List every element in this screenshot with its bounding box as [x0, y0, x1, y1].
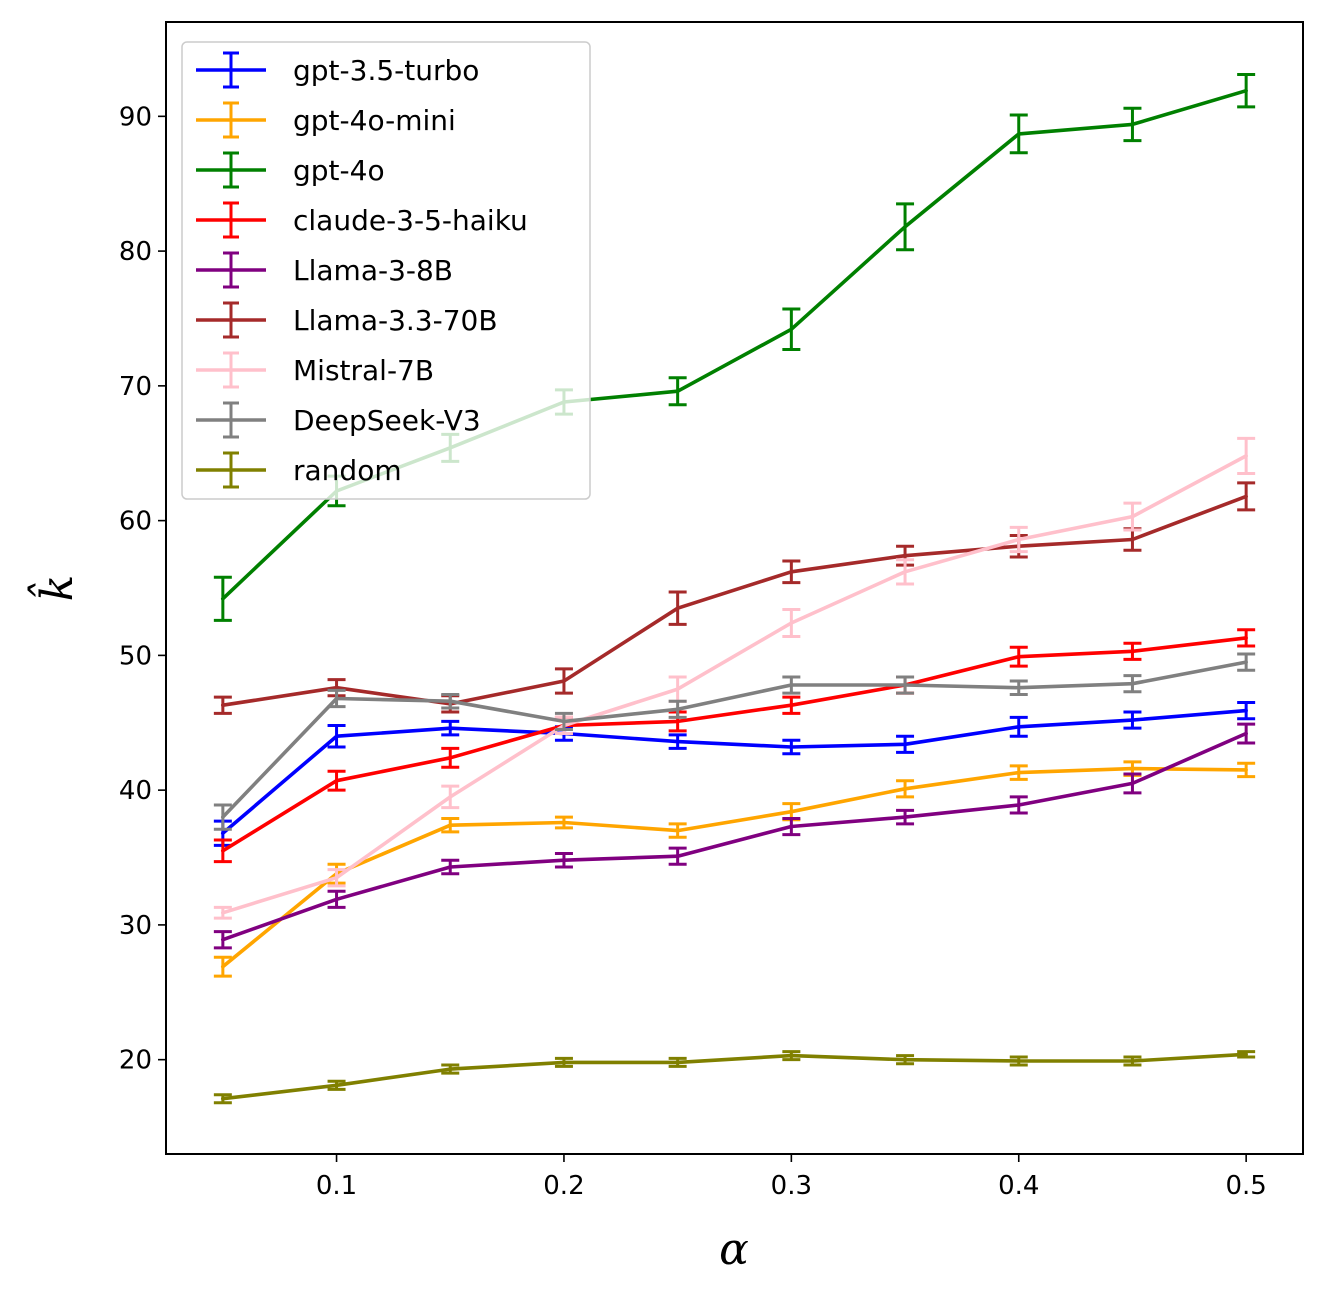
legend-item: DeepSeek-V3	[196, 401, 481, 439]
series-line	[221, 731, 1248, 942]
y-tick-label: 50	[119, 641, 152, 671]
y-axis: 20 30 40 50 60 70 80 90	[119, 102, 166, 1076]
series-DeepSeek-V3	[213, 652, 1256, 831]
y-tick-label: 60	[119, 507, 152, 537]
x-axis: 0.1 0.2 0.3 0.4 0.5	[316, 1154, 1267, 1201]
series-line	[221, 494, 1248, 708]
x-tick-label: 0.2	[543, 1171, 584, 1201]
series-line	[221, 636, 1248, 853]
legend-item: Llama-3.3-70B	[196, 301, 498, 339]
x-tick-label: 0.3	[771, 1171, 812, 1201]
x-tick-label: 0.4	[998, 1171, 1039, 1201]
legend-label: gpt-4o-mini	[293, 104, 456, 137]
legend-label: gpt-3.5-turbo	[293, 54, 479, 87]
legend-item: gpt-3.5-turbo	[196, 51, 479, 89]
legend: gpt-3.5-turbo gpt-4o-mini gpt-4o claude-3-5…	[181, 41, 591, 500]
series-gpt-3.5-turbo	[213, 701, 1256, 847]
plot-frame	[165, 21, 1304, 1155]
legend-label: Llama-3-8B	[293, 254, 453, 287]
x-axis-label: α	[719, 1224, 749, 1275]
legend-item: random	[196, 451, 402, 489]
legend-item: Mistral-7B	[196, 351, 434, 389]
legend-label: random	[293, 454, 402, 487]
legend-item: Llama-3-8B	[196, 251, 453, 289]
legend-label: claude-3-5-haiku	[293, 204, 528, 237]
y-tick-label: 70	[119, 372, 152, 402]
legend-label: DeepSeek-V3	[293, 404, 481, 437]
y-tick-label: 90	[119, 102, 152, 132]
y-axis-label: k̂	[25, 575, 83, 602]
x-tick-label: 0.1	[316, 1171, 357, 1201]
series-line	[221, 1052, 1248, 1101]
legend-box	[181, 41, 591, 500]
legend-item: claude-3-5-haiku	[196, 201, 528, 239]
series-random	[213, 1050, 1256, 1105]
series-Llama-3-8B	[213, 722, 1256, 950]
series-line	[221, 708, 1248, 836]
series-line	[221, 660, 1248, 819]
x-tick-label: 0.5	[1225, 1171, 1266, 1201]
legend-label: Llama-3.3-70B	[293, 304, 498, 337]
y-tick-label: 30	[119, 911, 152, 941]
y-tick-label: 20	[119, 1046, 152, 1076]
y-tick-label: 80	[119, 237, 152, 267]
y-tick-label: 40	[119, 776, 152, 806]
legend-label: gpt-4o	[293, 154, 385, 187]
legend-label: Mistral-7B	[293, 354, 434, 387]
legend-item: gpt-4o	[196, 151, 385, 189]
series-line	[221, 454, 1248, 915]
legend-item: gpt-4o-mini	[196, 101, 456, 139]
series-layer	[213, 73, 1256, 1105]
series-line	[221, 766, 1248, 969]
